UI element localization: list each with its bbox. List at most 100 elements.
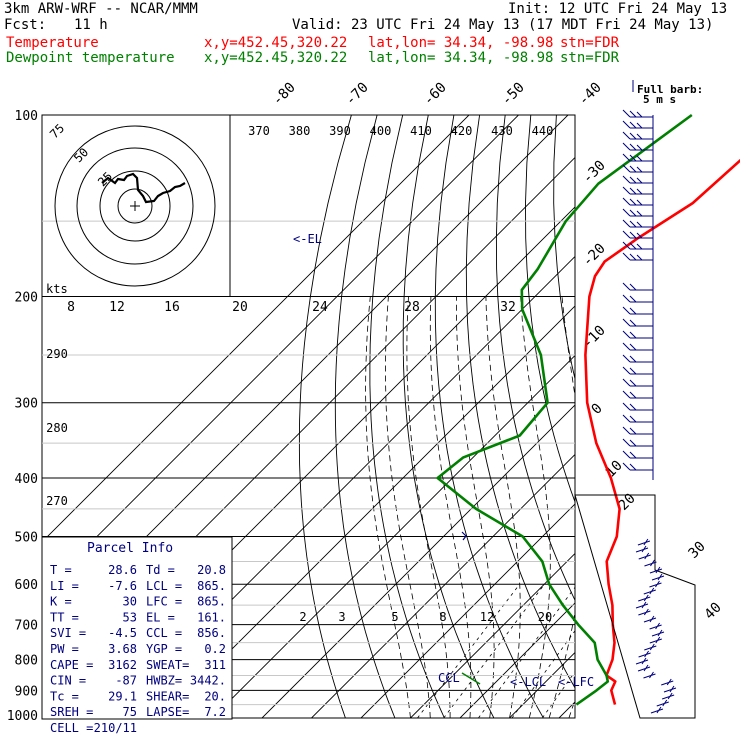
wind-barb xyxy=(651,573,665,581)
hodograph-origin xyxy=(130,201,140,211)
mixing-ratio-line xyxy=(443,583,545,718)
wind-barb xyxy=(622,330,653,339)
isotherm-label: -80 xyxy=(270,80,299,109)
pressure-label: 1000 xyxy=(7,709,38,724)
wind-barb xyxy=(622,142,653,151)
isotherm-line xyxy=(311,453,575,718)
pressure-label: 400 xyxy=(15,472,38,487)
temperature-line xyxy=(584,158,740,705)
wind-barb xyxy=(637,538,651,546)
isotherm-line xyxy=(212,354,575,718)
level-annotation: <-LCL xyxy=(510,675,546,689)
legend-dewpoint-latlon: lat,lon= 34.34, -98.98 xyxy=(368,50,554,66)
pressure-label: 100 xyxy=(15,109,38,124)
parcel-value: 28.6 xyxy=(108,563,137,577)
parcel-key: SHEAR= xyxy=(146,689,189,703)
wind-panel-outline xyxy=(574,494,696,719)
hodograph-trace xyxy=(101,172,186,204)
dry-adiabat-line xyxy=(402,115,495,718)
dry-adiabat-line xyxy=(736,115,740,718)
theta-left-label: 290 xyxy=(46,347,68,361)
wind-barb xyxy=(649,622,662,630)
theta-label: 410 xyxy=(410,124,432,138)
dry-adiabat-line xyxy=(608,115,740,718)
wind-barb xyxy=(649,636,662,644)
wind-barb xyxy=(622,120,653,129)
mixing-ratio-label: 5 xyxy=(391,610,398,624)
wind-barb xyxy=(649,566,663,574)
wind-barb xyxy=(622,414,653,423)
parcel-value: 210/11 xyxy=(94,721,137,735)
theta-label: 390 xyxy=(329,124,351,138)
wind-barb xyxy=(644,643,657,651)
mixing-ratio-line xyxy=(417,583,521,718)
wind-barb xyxy=(622,219,653,228)
parcel-key: LI = xyxy=(50,579,79,593)
parcel-key: SVI = xyxy=(50,626,86,640)
wind-barb xyxy=(635,545,649,553)
parcel-value: 7.2 xyxy=(204,705,226,719)
isotherm-line xyxy=(42,115,519,593)
isotherm-label: -20 xyxy=(580,241,609,270)
wind-barb xyxy=(649,580,662,588)
forecast-label: Fcst: xyxy=(4,17,47,33)
parcel-key: SREH = xyxy=(50,705,93,719)
parcel-value: 3442. xyxy=(190,674,226,688)
wind-barbs: Full barb:5 m s xyxy=(461,80,703,719)
parcel-value: 161. xyxy=(197,610,226,624)
wind-barb xyxy=(651,629,665,637)
wind-barb xyxy=(622,342,653,351)
hodograph-ring xyxy=(76,147,194,265)
hodograph-scale-label: 28 xyxy=(404,300,420,315)
hodograph-scale-label: 12 xyxy=(109,300,125,315)
isotherm-label: 40 xyxy=(702,600,725,623)
pressure-label: 300 xyxy=(15,397,38,412)
wind-barb xyxy=(622,131,653,140)
wind-barb xyxy=(622,197,653,206)
parcel-value: 30 xyxy=(123,595,137,609)
theta-label: 430 xyxy=(491,124,513,138)
hodograph-ring-label: 50 xyxy=(71,145,91,165)
parcel-value: -7.6 xyxy=(108,579,137,593)
moist-adiabat-line xyxy=(548,296,575,718)
dry-adiabat-line xyxy=(685,115,740,718)
isotherm-label: -40 xyxy=(576,80,605,109)
wind-barb xyxy=(622,366,653,375)
legend-dewpoint-coords: x,y=452.45,320.22 xyxy=(204,50,348,66)
level-annotation: <-EL xyxy=(293,232,322,246)
isotherm-line xyxy=(261,404,575,718)
dry-adiabat-line xyxy=(710,115,740,718)
isotherm-line xyxy=(609,115,740,718)
parcel-title: Parcel Info xyxy=(87,541,173,556)
parcel-value: -4.5 xyxy=(108,626,137,640)
isotherm-label: -50 xyxy=(499,80,528,109)
legend-temperature-label: Temperature xyxy=(6,35,99,51)
wind-barb xyxy=(622,241,653,250)
hodograph-unit: kts xyxy=(46,282,68,296)
wind-barb xyxy=(622,318,653,327)
parcel-value: -87 xyxy=(115,674,137,688)
legend-temperature-latlon: lat,lon= 34.34, -98.98 xyxy=(368,35,554,51)
isotherm-line xyxy=(708,115,740,718)
wind-barb xyxy=(637,664,651,672)
wind-barb xyxy=(643,671,656,679)
parcel-key: CELL = xyxy=(50,721,93,735)
parcel-key: CAPE = xyxy=(50,658,93,672)
mixing-ratio-line xyxy=(542,671,575,718)
mixing-ratio-label: 2 xyxy=(299,610,306,624)
theta-labels: 370 380 390 400 410 420 430 440 290 280 270 xyxy=(46,124,553,508)
dry-adiabat-line xyxy=(659,115,740,718)
wind-barb xyxy=(622,230,653,239)
isotherm-line xyxy=(42,115,470,543)
theta-label: 420 xyxy=(451,124,473,138)
wind-barb xyxy=(622,378,653,387)
wind-barb xyxy=(638,552,651,560)
wind-barb xyxy=(622,109,653,118)
mixing-ratio-label: 8 xyxy=(439,610,446,624)
wind-barb xyxy=(650,706,664,714)
theta-label: 440 xyxy=(532,124,554,138)
isotherm-label: -10 xyxy=(580,323,609,352)
wind-barb xyxy=(661,692,675,700)
dewpoint-line xyxy=(436,113,693,706)
